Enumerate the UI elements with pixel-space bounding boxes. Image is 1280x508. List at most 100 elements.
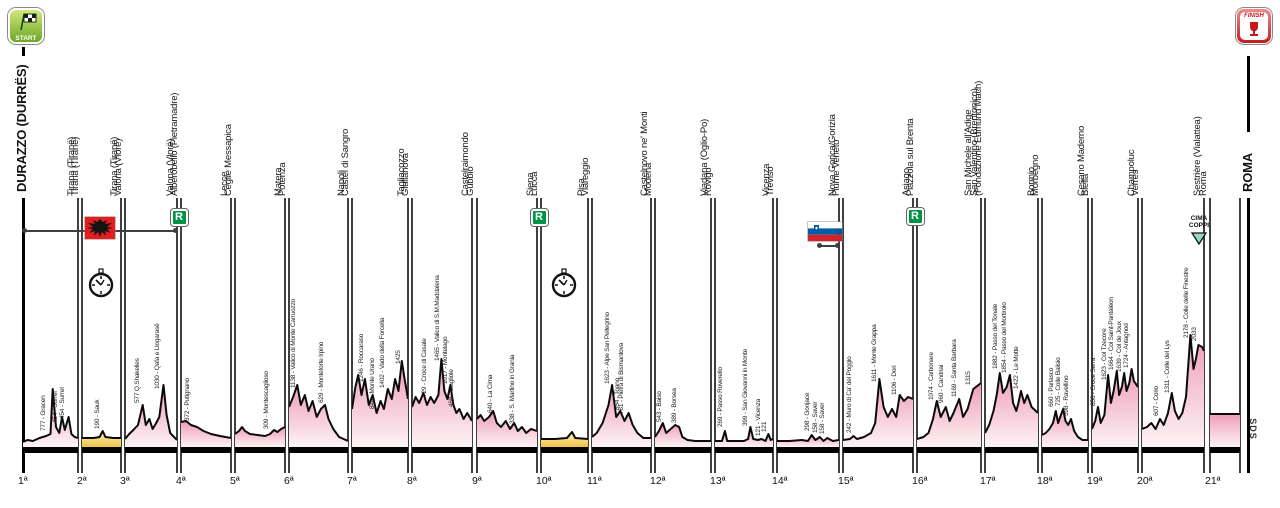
albania-route-line-end-dot [173, 228, 178, 233]
cima-coppi-label: CIMA COPPI [1188, 215, 1210, 229]
stage-number: 15ª [838, 475, 854, 487]
climb-label: 577 Q.Shakelles [134, 358, 142, 404]
climb-label: 1465 - Valico di S.M.Maddalena [434, 275, 441, 362]
climb-label: 729 - Croce di Casale [420, 338, 428, 397]
stage-finish-line [980, 198, 982, 473]
climb-label: 2033 [1191, 327, 1198, 342]
stage-start-line [411, 198, 413, 473]
stage-panel: 17ª San Michele all'Adige (Fondazione Edm… [963, 81, 1039, 487]
stage-start-line [1041, 198, 1043, 473]
stage-number: 19ª [1087, 475, 1103, 487]
checkered-flag-icon [20, 13, 37, 31]
stage-finish-line [120, 198, 122, 473]
stage-baseline-bar [235, 447, 285, 453]
slovenia-route-line [817, 243, 840, 248]
stage-panel: 13ª Rovigo Vicenza 269 - Passo Roverello 399… [703, 164, 774, 487]
stage-panel: 8ª Giulianova Castelraimondo 729 - Croce di… [400, 132, 473, 487]
stage-profile [541, 431, 588, 447]
stage-finish-line [1037, 198, 1039, 473]
stage-finish-line [230, 198, 232, 473]
grand-depart-line-stub [21, 47, 25, 56]
stage-profile [1092, 368, 1138, 447]
stage-finish-line [772, 198, 774, 473]
stage-baseline-bar [289, 447, 348, 453]
stage-panel: 3ª Valona (Vlorë) Valona (Vlorë) 577 Q.Shak… [113, 139, 178, 487]
time-trial-clock-icon [86, 268, 116, 298]
climb-label: 1425 [395, 350, 402, 365]
climb-label: 1138 - Valico di Monte Carruozzo [290, 298, 298, 388]
climb-label: 781 - Pietra di Bismantova [618, 342, 626, 414]
stage-finish-line [838, 198, 840, 473]
stage-finish-line [1239, 198, 1241, 473]
stage-number: 8ª [407, 475, 417, 487]
stage-finish-line [1203, 198, 1205, 473]
city-label-start: Gubbio [465, 166, 476, 196]
climb-label: 1422 - Le Motte [1012, 346, 1020, 390]
grand-finish-line [1246, 198, 1250, 473]
stage-number: 6ª [284, 475, 294, 487]
climb-label: 1724 - Antagnod [1123, 323, 1131, 368]
stage-profile [715, 426, 773, 447]
stage-profile [592, 384, 651, 447]
stage-profile [235, 426, 285, 447]
stage-panel: 19ª Biella Champoluc 850 - Croce Serra 1623 … [1080, 150, 1139, 487]
climb-label: 598 - Ravellino [1062, 375, 1070, 416]
city-label-start: Verrès [1130, 169, 1141, 196]
city-label-start: Rovigo [703, 167, 714, 196]
stage-finish-line [1087, 198, 1089, 473]
stage-baseline-bar [1142, 447, 1204, 453]
climb-label: 543 - Baiso [656, 391, 663, 423]
stage-baseline-bar [592, 447, 651, 453]
climb-label: 629 - Monteforte Irpino [317, 342, 325, 404]
climb-label: 1882 - Passo del Tonale [991, 303, 999, 369]
stage-start-line [916, 198, 918, 473]
climb-label: 158 - Saver [819, 402, 827, 434]
stage-finish-line [284, 198, 286, 473]
albania-route-line-start-dot [22, 228, 27, 233]
stage-baseline-bar [352, 447, 408, 453]
stage-baseline-bar [181, 447, 231, 453]
stage-start-line [234, 198, 236, 473]
climb-label: 1106 - Dori [891, 365, 898, 396]
stage-profile [181, 420, 231, 447]
stage-panel: 10ª Lucca Pisa [529, 172, 589, 487]
stage-panel: 16ª Piazzola sul Brenta San Valentino (Bre… [905, 88, 982, 487]
city-label-start: Piazzola sul Brenta [905, 118, 916, 196]
stage-number: 16ª [912, 475, 928, 487]
stage-start-line [591, 198, 593, 473]
stage-profile [655, 422, 711, 447]
stage-finish-line [347, 198, 349, 473]
city-label-start: Treviso [765, 166, 776, 196]
climb-label: 1402 - Vado della Forcella [379, 317, 387, 388]
grand-finish-line-top [1246, 56, 1250, 132]
stage-panel: 1ª Tirana (Tiranë) 777 - Gracen 454 - Surre… [18, 137, 79, 487]
stage-start-line [124, 198, 126, 473]
climb-label: 1639 - Col de Joux [1115, 320, 1123, 372]
climb-label: 1664 - Col Saint-Pantaléon [1108, 297, 1116, 370]
stage-number: 7ª [347, 475, 357, 487]
stage-finish-line [912, 198, 914, 473]
stage-number: 5ª [230, 475, 240, 487]
cima-coppi-triangle-icon [1190, 232, 1208, 250]
climb-label: 1315 [965, 371, 973, 385]
city-label-start: Viareggio [580, 157, 591, 196]
stage-finish-line [471, 198, 473, 473]
stage-finish-line [176, 198, 178, 473]
climb-label: 1854 - Passo del Mortirolo [1001, 302, 1009, 373]
climb-label: 660 - Parlasco [1047, 367, 1055, 407]
stage-number: 12ª [650, 475, 666, 487]
slovenia-route-line-start-dot [817, 243, 822, 248]
stage-start-line [1091, 198, 1093, 473]
stage-finish-line [587, 198, 589, 473]
climb-label: 777 - Gracen [39, 395, 47, 432]
stage-start-line [1209, 198, 1211, 473]
stage-baseline-bar [477, 447, 537, 453]
stage-profile [289, 384, 348, 447]
climb-label: 121 [760, 421, 768, 432]
stage-baseline-bar [777, 447, 839, 453]
climb-label: 399 - San Giovanni in Monte [741, 349, 749, 426]
stage-number: 11ª [587, 475, 602, 487]
stage-start-line [776, 198, 778, 473]
stage-baseline-bar [82, 447, 121, 453]
stage-number: 10ª [536, 475, 552, 487]
